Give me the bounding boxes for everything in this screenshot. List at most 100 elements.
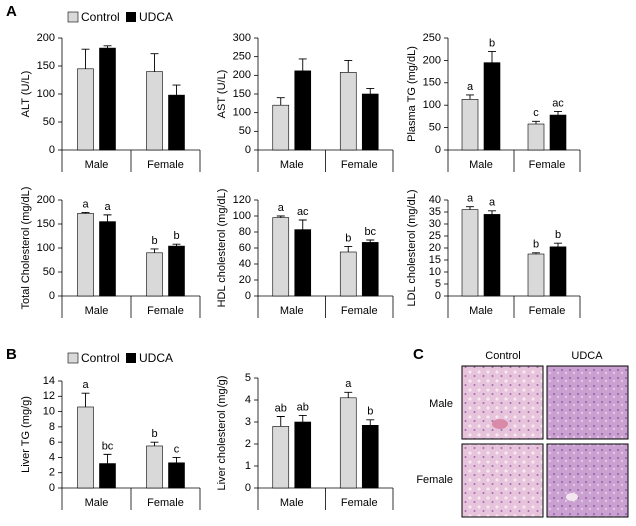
- y-tick-label: 0: [49, 482, 55, 494]
- significance-letter: b: [367, 406, 373, 418]
- bar: [527, 253, 545, 297]
- significance-letter: a: [489, 197, 496, 209]
- y-tick-label: 50: [43, 116, 55, 128]
- y-tick-label: 200: [233, 69, 251, 81]
- y-axis-label: ALT (U/L): [20, 71, 32, 118]
- y-tick-label: 35: [429, 206, 441, 218]
- y-tick-label: 40: [239, 258, 251, 270]
- legend-swatch: [126, 353, 136, 363]
- significance-letter: b: [173, 230, 179, 242]
- error-bar: [81, 48, 90, 69]
- bar: [77, 406, 94, 489]
- y-tick-label: 60: [239, 242, 251, 254]
- y-axis-label: Liver cholesterol (mg/g): [216, 376, 228, 491]
- y-tick-label: 100: [37, 88, 55, 100]
- bar: [461, 99, 479, 151]
- bar: [527, 123, 545, 151]
- y-tick-label: 40: [429, 194, 441, 206]
- significance-letter: c: [174, 443, 180, 455]
- significance-letter: b: [151, 235, 157, 247]
- bar: [99, 221, 116, 297]
- bar: [146, 71, 163, 151]
- y-tick-label: 200: [37, 32, 55, 44]
- error-bar: [172, 84, 181, 96]
- y-tick-label: 4: [49, 451, 55, 463]
- panel-label: A: [6, 3, 17, 20]
- bar: [339, 251, 357, 297]
- error-bar: [488, 210, 496, 215]
- x-tick-label: Female: [341, 305, 378, 317]
- y-tick-label: 10: [429, 266, 441, 278]
- legend-label: Control: [81, 351, 120, 365]
- y-tick-label: 200: [37, 194, 55, 206]
- legend-label: UDCA: [139, 10, 173, 24]
- bar: [146, 252, 163, 297]
- panel-label: C: [413, 346, 424, 363]
- y-tick-label: 300: [233, 32, 251, 44]
- significance-letter: bc: [102, 440, 114, 452]
- y-tick-label: 150: [37, 60, 55, 72]
- error-bar: [103, 45, 112, 49]
- significance-letter: b: [555, 229, 561, 241]
- x-tick-label: Male: [280, 497, 304, 509]
- y-tick-label: 250: [233, 51, 251, 63]
- bar: [361, 424, 379, 489]
- y-tick-label: 0: [245, 144, 251, 156]
- y-tick-label: 100: [37, 242, 55, 254]
- bar: [339, 397, 357, 489]
- significance-letter: b: [489, 37, 495, 49]
- bar: [361, 93, 379, 151]
- error-bar: [298, 414, 307, 422]
- bar: [339, 72, 357, 151]
- x-tick-label: Male: [280, 159, 304, 171]
- y-tick-label: 3: [245, 416, 251, 428]
- y-tick-label: 80: [239, 226, 251, 238]
- error-bar: [276, 97, 285, 106]
- column-label: UDCA: [571, 350, 603, 362]
- y-tick-label: 12: [43, 390, 55, 402]
- panel-label: B: [6, 346, 17, 363]
- error-bar: [366, 239, 375, 243]
- error-bar: [150, 248, 159, 253]
- error-bar: [172, 243, 181, 247]
- y-tick-label: 4: [245, 394, 251, 406]
- error-bar: [276, 215, 285, 218]
- x-tick-label: Female: [341, 497, 378, 509]
- significance-letter: ab: [297, 401, 309, 413]
- column-label: Control: [485, 350, 520, 362]
- bar: [361, 242, 379, 297]
- significance-letter: bc: [364, 226, 376, 238]
- error-bar: [554, 111, 562, 116]
- y-tick-label: 2: [49, 467, 55, 479]
- legend-label: UDCA: [139, 351, 173, 365]
- histology-image: [546, 365, 629, 440]
- legend-swatch: [67, 352, 79, 364]
- bar: [168, 462, 185, 489]
- x-tick-label: Male: [85, 497, 109, 509]
- bar: [272, 217, 290, 297]
- y-tick-label: 14: [43, 375, 55, 387]
- histology-image: [461, 443, 544, 518]
- row-label: Female: [416, 474, 453, 486]
- bar: [168, 94, 185, 151]
- x-tick-label: Male: [85, 159, 109, 171]
- significance-letter: a: [82, 198, 89, 210]
- legend-swatch: [67, 11, 79, 23]
- error-bar: [532, 252, 540, 254]
- error-bar: [150, 441, 159, 446]
- significance-letter: ac: [552, 97, 564, 109]
- y-tick-label: 200: [423, 54, 441, 66]
- error-bar: [81, 392, 90, 407]
- y-tick-label: 30: [429, 218, 441, 230]
- y-axis-label: Plasma TG (mg/dL): [406, 46, 418, 142]
- bar: [77, 68, 94, 151]
- bar: [294, 421, 312, 489]
- bar: [461, 209, 479, 297]
- y-axis-label: Liver TG (mg/g): [20, 396, 32, 473]
- y-tick-label: 150: [37, 218, 55, 230]
- legend-label: Control: [81, 10, 120, 24]
- error-bar: [276, 416, 285, 427]
- error-bar: [466, 94, 474, 100]
- y-tick-label: 120: [233, 194, 251, 206]
